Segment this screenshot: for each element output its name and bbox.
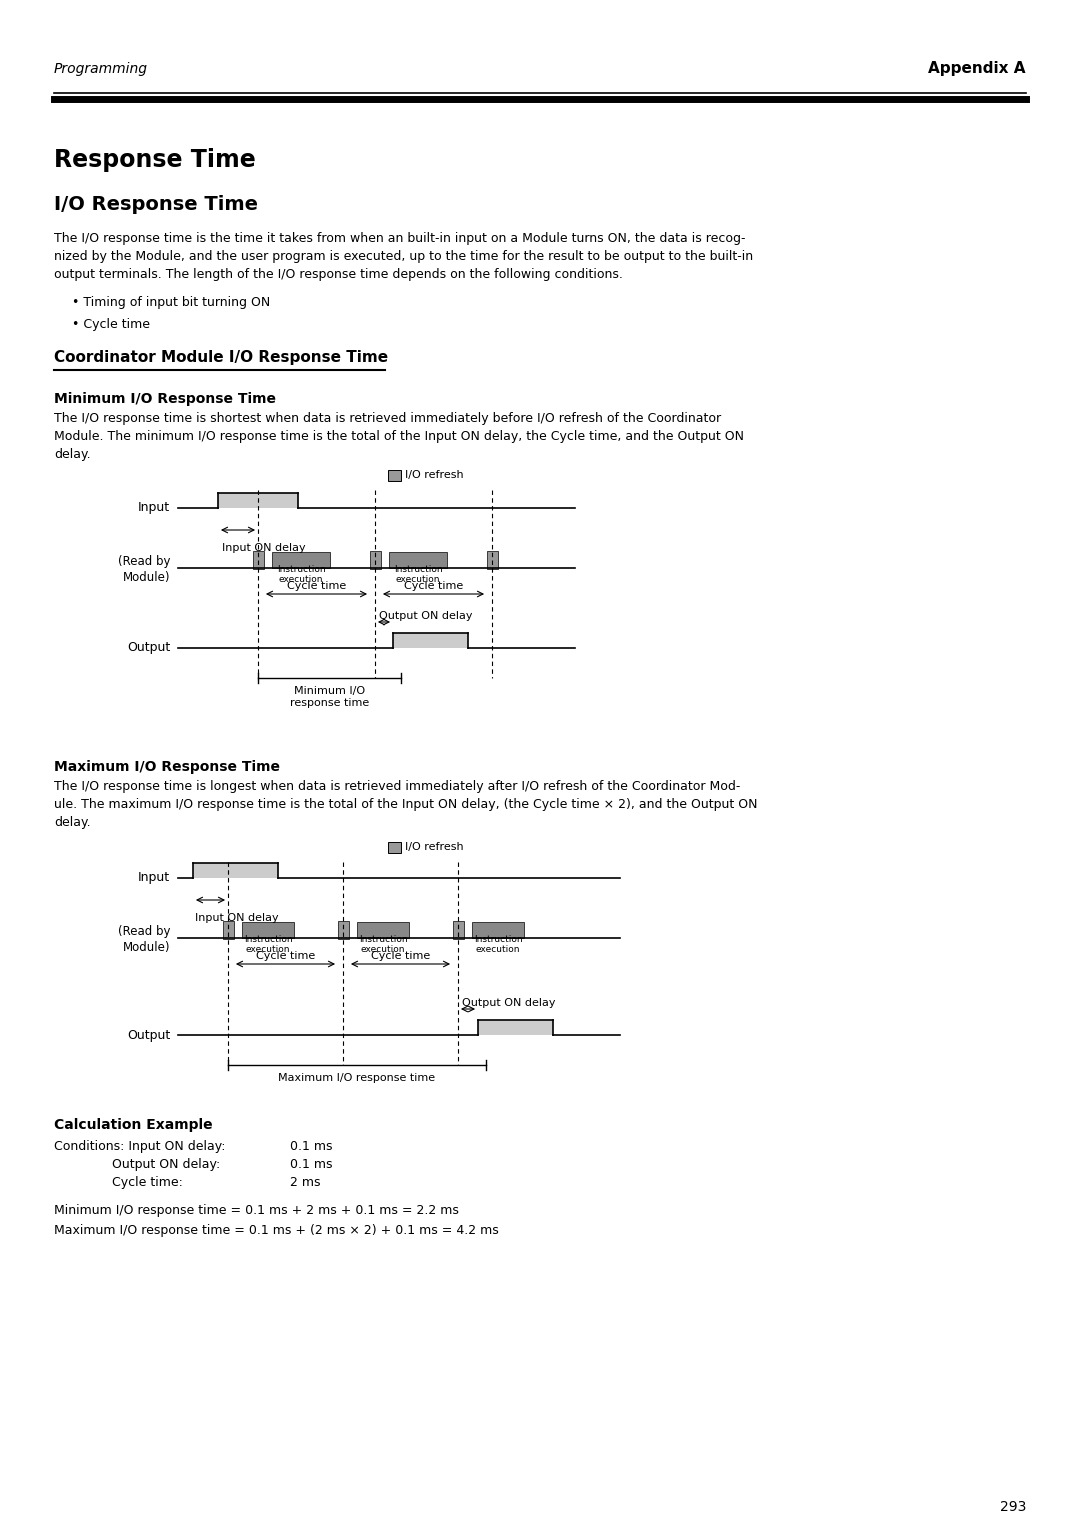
- Text: 0.1 ms: 0.1 ms: [291, 1158, 333, 1170]
- Text: Instruction
execution: Instruction execution: [474, 935, 523, 955]
- Text: Response Time: Response Time: [54, 148, 256, 173]
- Text: Instruction
execution: Instruction execution: [276, 565, 325, 584]
- Bar: [193, 863, 278, 879]
- Text: nized by the Module, and the user program is executed, up to the time for the re: nized by the Module, and the user progra…: [54, 251, 753, 263]
- Text: Output ON delay: Output ON delay: [379, 611, 473, 620]
- Bar: [453, 921, 464, 940]
- Bar: [487, 552, 498, 568]
- Text: I/O refresh: I/O refresh: [405, 471, 463, 480]
- Text: I/O refresh: I/O refresh: [405, 842, 463, 853]
- Text: The I/O response time is longest when data is retrieved immediately after I/O re: The I/O response time is longest when da…: [54, 779, 741, 793]
- Text: delay.: delay.: [54, 448, 91, 461]
- Text: Maximum I/O response time = 0.1 ms + (2 ms × 2) + 0.1 ms = 4.2 ms: Maximum I/O response time = 0.1 ms + (2 …: [54, 1224, 499, 1238]
- Bar: [253, 552, 264, 568]
- Text: Minimum I/O Response Time: Minimum I/O Response Time: [54, 393, 276, 406]
- Text: Minimum I/O
response time: Minimum I/O response time: [289, 686, 369, 707]
- Text: Cycle time: Cycle time: [370, 950, 430, 961]
- Text: Input: Input: [138, 501, 170, 515]
- Text: Maximum I/O Response Time: Maximum I/O Response Time: [54, 759, 280, 775]
- Text: The I/O response time is shortest when data is retrieved immediately before I/O : The I/O response time is shortest when d…: [54, 413, 721, 425]
- Text: Output: Output: [126, 1028, 170, 1042]
- Bar: [370, 552, 381, 568]
- Text: 293: 293: [1000, 1500, 1026, 1514]
- Text: 2 ms: 2 ms: [291, 1177, 321, 1189]
- Text: Input: Input: [138, 871, 170, 885]
- Text: delay.: delay.: [54, 816, 91, 830]
- Text: I/O Response Time: I/O Response Time: [54, 196, 258, 214]
- Text: Output ON delay:: Output ON delay:: [112, 1158, 220, 1170]
- Text: Cycle time:: Cycle time:: [112, 1177, 183, 1189]
- Text: Programming: Programming: [54, 63, 148, 76]
- Bar: [218, 494, 298, 507]
- Bar: [388, 471, 401, 481]
- Text: Cycle time: Cycle time: [287, 581, 346, 591]
- Text: Module. The minimum I/O response time is the total of the Input ON delay, the Cy: Module. The minimum I/O response time is…: [54, 429, 744, 443]
- Text: output terminals. The length of the I/O response time depends on the following c: output terminals. The length of the I/O …: [54, 267, 623, 281]
- Text: Module): Module): [122, 941, 170, 953]
- Text: Input ON delay: Input ON delay: [195, 914, 279, 923]
- Bar: [272, 552, 330, 568]
- Text: Output ON delay: Output ON delay: [462, 998, 555, 1008]
- Text: Calculation Example: Calculation Example: [54, 1118, 213, 1132]
- Text: Cycle time: Cycle time: [256, 950, 315, 961]
- Bar: [478, 1021, 553, 1034]
- Bar: [357, 921, 409, 938]
- Text: Output: Output: [126, 642, 170, 654]
- Bar: [242, 921, 294, 938]
- Text: Instruction
execution: Instruction execution: [244, 935, 293, 955]
- Text: (Read by: (Read by: [118, 926, 170, 938]
- Text: Input ON delay: Input ON delay: [222, 542, 306, 553]
- Text: Instruction
execution: Instruction execution: [394, 565, 443, 584]
- Text: 0.1 ms: 0.1 ms: [291, 1140, 333, 1154]
- Bar: [388, 842, 401, 853]
- Text: • Timing of input bit turning ON: • Timing of input bit turning ON: [72, 296, 270, 309]
- Text: Module): Module): [122, 570, 170, 584]
- Text: Coordinator Module I/O Response Time: Coordinator Module I/O Response Time: [54, 350, 388, 365]
- Text: • Cycle time: • Cycle time: [72, 318, 150, 332]
- Bar: [222, 921, 234, 940]
- Bar: [389, 552, 447, 568]
- Text: Cycle time: Cycle time: [404, 581, 463, 591]
- Text: Instruction
execution: Instruction execution: [359, 935, 407, 955]
- Text: The I/O response time is the time it takes from when an built-in input on a Modu: The I/O response time is the time it tak…: [54, 232, 745, 244]
- Text: Maximum I/O response time: Maximum I/O response time: [279, 1073, 435, 1083]
- Bar: [393, 633, 468, 648]
- Bar: [472, 921, 524, 938]
- Text: (Read by: (Read by: [118, 556, 170, 568]
- Text: Conditions: Input ON delay:: Conditions: Input ON delay:: [54, 1140, 226, 1154]
- Text: ule. The maximum I/O response time is the total of the Input ON delay, (the Cycl: ule. The maximum I/O response time is th…: [54, 798, 757, 811]
- Bar: [338, 921, 349, 940]
- Text: Appendix A: Appendix A: [929, 61, 1026, 76]
- Text: Minimum I/O response time = 0.1 ms + 2 ms + 0.1 ms = 2.2 ms: Minimum I/O response time = 0.1 ms + 2 m…: [54, 1204, 459, 1216]
